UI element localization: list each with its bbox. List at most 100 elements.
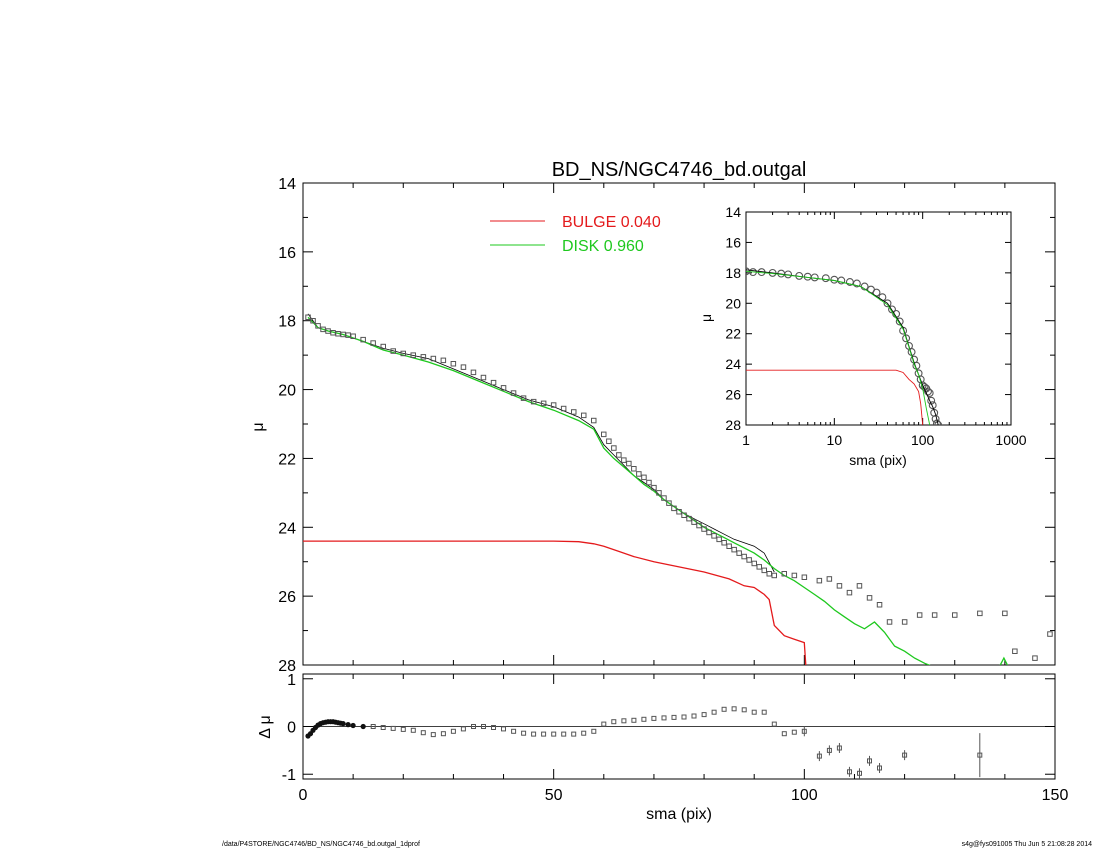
residual-point [481, 724, 486, 729]
residual-point [350, 722, 356, 729]
inset-xtick-label: 1 [742, 432, 750, 448]
data-point [671, 505, 677, 512]
inset-xlabel: sma (pix) [849, 452, 907, 468]
data-point [676, 509, 682, 515]
data-point [560, 405, 567, 412]
inset-ytick-label: 20 [725, 295, 741, 311]
legend-label-disk: DISK 0.960 [562, 238, 644, 255]
data-point [771, 572, 777, 579]
footer-timestamp: s4g@fys091005 Thu Jun 5 21:08:28 2014 [961, 841, 1092, 848]
residual-point [551, 731, 557, 737]
main-ytick-label: 20 [278, 383, 296, 400]
data-point [520, 395, 527, 401]
series-bulge-line [303, 540, 807, 665]
residual-point [440, 731, 446, 737]
data-point [460, 364, 467, 370]
residual-point [751, 709, 757, 715]
inset-ytick-label: 18 [725, 265, 741, 281]
data-point [420, 354, 427, 360]
data-point [606, 438, 612, 444]
data-point [706, 529, 712, 536]
inset-data-point [924, 387, 932, 396]
residual-point [801, 728, 807, 734]
residual-point [420, 730, 426, 736]
residual-point [711, 709, 717, 715]
residual-point [591, 728, 597, 734]
inset-data-point [888, 305, 896, 314]
residual-point [721, 706, 727, 712]
residual-point [681, 714, 687, 720]
inset-data-point [852, 279, 861, 288]
residual-point [847, 769, 852, 775]
data-point [611, 445, 617, 451]
data-point [977, 610, 983, 617]
residual-point [877, 765, 882, 771]
data-point [716, 536, 722, 543]
residual-xtick-label: 50 [545, 787, 563, 804]
data-point [856, 583, 863, 589]
data-point [876, 602, 883, 608]
inset-data-point [821, 274, 830, 283]
main-ytick-label: 24 [278, 520, 296, 537]
data-point [761, 567, 767, 574]
inset-ytick-label: 22 [725, 326, 741, 342]
chart-title: BD_NS/NGC4746_bd.outgal [552, 159, 807, 181]
data-point [661, 495, 667, 501]
data-point [500, 385, 507, 391]
inset-ylabel: μ [698, 314, 714, 322]
data-point [440, 357, 447, 364]
residual-point [781, 731, 787, 737]
data-point [490, 379, 497, 386]
inset-xtick-label: 10 [827, 432, 843, 448]
residual-point [691, 713, 697, 719]
series-model-line [307, 313, 775, 573]
inset-ytick-label: 28 [725, 417, 741, 433]
data-point [711, 533, 717, 539]
residual-ylabel: Δ μ [257, 715, 274, 738]
inset-ytick-label: 24 [725, 356, 741, 372]
main-ylabel: μ [250, 422, 267, 431]
data-point [400, 350, 406, 357]
inset-ytick-label: 16 [725, 234, 741, 250]
data-point [370, 340, 376, 346]
residual-point [491, 725, 496, 730]
data-point [626, 460, 632, 467]
data-point [721, 540, 727, 546]
data-point [430, 355, 437, 362]
residual-point [471, 724, 476, 729]
residual-xtick-label: 100 [791, 787, 818, 804]
data-point [450, 361, 457, 367]
residual-point [430, 732, 436, 738]
data-point [916, 612, 923, 618]
data-point [621, 457, 627, 463]
residual-point [621, 718, 627, 724]
data-point [350, 333, 356, 339]
inset-frame [745, 211, 1012, 426]
data-point [816, 577, 823, 584]
data-point [766, 571, 772, 577]
residual-point [400, 726, 406, 732]
data-point [591, 417, 597, 424]
inset-ytick-label: 26 [725, 387, 741, 403]
residual-point [581, 730, 587, 736]
inset-xtick-label: 100 [911, 432, 935, 448]
residual-point [641, 716, 647, 722]
residual-point [671, 714, 677, 720]
data-point [691, 519, 697, 525]
residual-point [541, 731, 547, 737]
data-point [751, 560, 757, 567]
data-point [681, 512, 687, 518]
residual-point [345, 722, 351, 728]
data-point [360, 336, 366, 343]
data-point [1047, 631, 1053, 637]
residual-point [601, 721, 607, 727]
data-point [866, 595, 873, 601]
data-point [1012, 648, 1018, 654]
data-point [686, 515, 692, 522]
residual-point [867, 758, 872, 764]
data-point [310, 318, 316, 324]
data-point [480, 374, 487, 381]
series-disk-line [307, 316, 1009, 665]
data-point [651, 484, 657, 491]
